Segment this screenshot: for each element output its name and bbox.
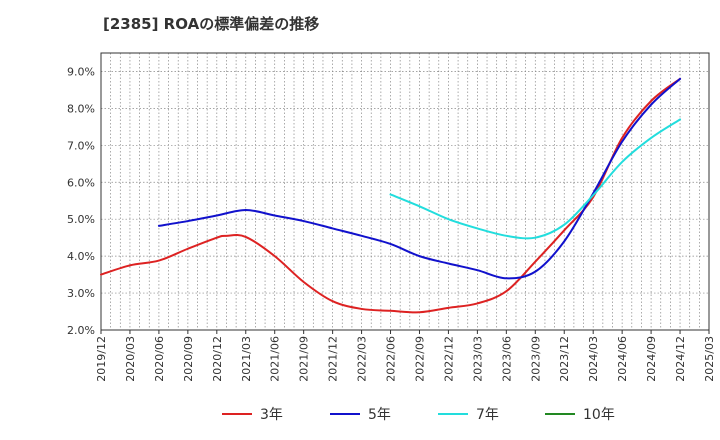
y-tick-label: 8.0% [67, 102, 95, 115]
legend-label: 10年 [583, 407, 615, 423]
vertical-grid [110, 53, 700, 330]
plot-area [101, 53, 709, 330]
chart-title: [2385] ROAの標準偏差の推移 [103, 15, 320, 33]
x-tick-label: 2022/06 [385, 336, 398, 382]
y-tick-label: 3.0% [67, 287, 95, 300]
x-tick-label: 2022/09 [413, 336, 426, 382]
y-tick-label: 2.0% [67, 324, 95, 337]
y-tick-label: 4.0% [67, 250, 95, 263]
x-tick-label: 2021/03 [240, 336, 253, 382]
legend-label: 3年 [260, 407, 283, 423]
plot-frame [100, 52, 710, 331]
y-tick-label: 9.0% [67, 65, 95, 78]
x-tick-label: 2021/12 [327, 336, 340, 382]
x-tick-label: 2023/12 [558, 336, 571, 382]
x-tick-label: 2025/03 [703, 336, 716, 382]
x-tick-label: 2022/12 [442, 336, 455, 382]
x-tick-label: 2020/12 [211, 336, 224, 382]
legend-item-4: 10年 [545, 407, 615, 423]
legend-label: 7年 [476, 407, 499, 423]
x-tick-label: 2020/09 [182, 336, 195, 382]
legend-label: 5年 [368, 407, 391, 423]
x-tick-label: 2020/06 [153, 336, 166, 382]
x-tick-label: 2023/03 [471, 336, 484, 382]
x-tick-label: 2024/03 [587, 336, 600, 382]
x-tick-label: 2021/09 [298, 336, 311, 382]
x-tick-label: 2024/12 [674, 336, 687, 382]
x-tick-label: 2023/09 [529, 336, 542, 382]
x-tick-label: 2023/06 [500, 336, 513, 382]
x-tick-label: 2019/12 [95, 336, 108, 382]
x-tick-label: 2022/03 [356, 336, 369, 382]
series-line-3 [389, 118, 682, 240]
legend-item-1: 3年 [222, 407, 283, 423]
legend-item-3: 7年 [438, 407, 499, 423]
legend-item-2: 5年 [330, 407, 391, 423]
y-tick-label: 5.0% [67, 213, 95, 226]
y-tick-label: 7.0% [67, 139, 95, 152]
y-tick-label: 6.0% [67, 176, 95, 189]
series-line-2 [157, 77, 682, 280]
x-tick-label: 2020/03 [124, 336, 137, 382]
x-tick-label: 2021/06 [269, 336, 282, 382]
x-tick-label: 2024/09 [645, 336, 658, 382]
x-tick-label: 2024/06 [616, 336, 629, 382]
